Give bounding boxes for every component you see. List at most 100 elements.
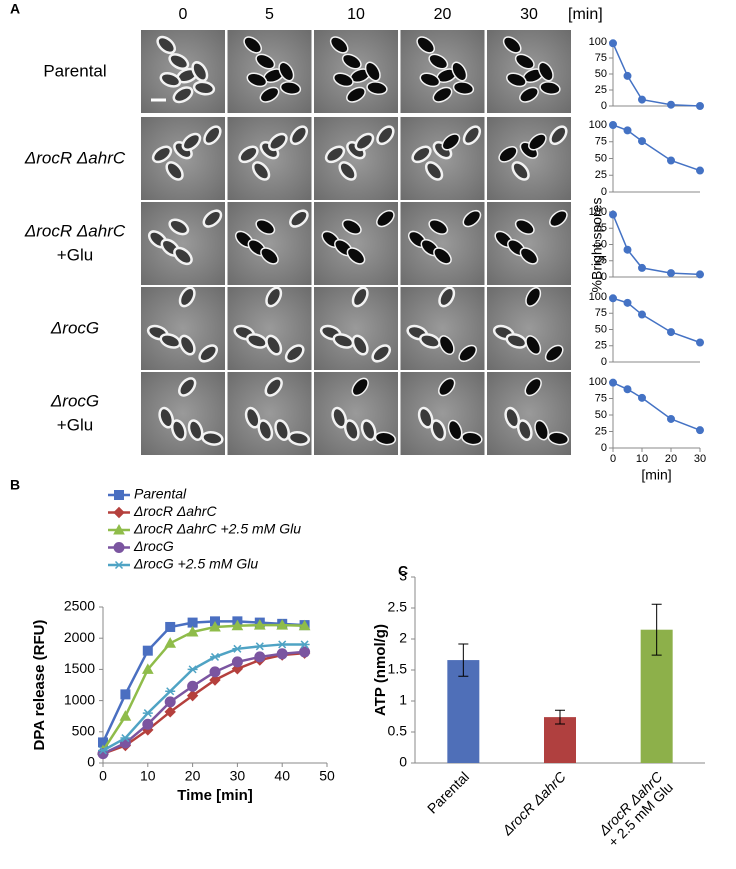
spore (438, 286, 456, 308)
legend-label: Parental (134, 486, 187, 502)
spore (255, 53, 276, 70)
spore (168, 218, 190, 236)
marker (276, 648, 288, 660)
spore (338, 161, 357, 181)
marker (254, 642, 265, 651)
y-tick-label: 0.5 (388, 723, 408, 739)
marker (210, 652, 220, 661)
marker (696, 270, 704, 279)
marker (114, 560, 124, 570)
marker (165, 687, 176, 696)
strain-label: ΔrocR ΔahrC (24, 221, 126, 240)
spore (539, 81, 561, 96)
spore (168, 53, 190, 71)
spore (511, 161, 530, 181)
marker (667, 269, 675, 278)
y-tick-label: 100 (589, 119, 607, 131)
spore (265, 286, 283, 308)
y-tick-label: 2 (399, 630, 407, 646)
spore (159, 71, 182, 88)
marker (696, 102, 704, 110)
y-tick-label: 75 (595, 222, 607, 234)
time-label: 0 (179, 6, 188, 23)
spore (516, 419, 533, 441)
spore (289, 125, 309, 146)
spore (278, 61, 295, 82)
marker (667, 414, 675, 423)
marker (638, 263, 646, 272)
legend-label: ΔrocG +2.5 mM Glu (133, 556, 258, 572)
spore (525, 335, 542, 356)
y-tick-label: 1 (399, 692, 407, 708)
spore (458, 344, 478, 363)
y-tick-label: 100 (589, 206, 607, 218)
marker (667, 156, 675, 165)
spore (351, 286, 369, 308)
marker (623, 385, 632, 394)
spore (504, 406, 521, 429)
spore (172, 86, 194, 104)
spore (287, 430, 311, 446)
spore (374, 431, 397, 446)
spore (376, 209, 395, 228)
strain-label: +Glu (57, 415, 93, 434)
spore (428, 218, 449, 235)
line (101, 620, 305, 743)
spore (544, 344, 564, 363)
spore (279, 81, 302, 96)
x-tick-label: 10 (140, 768, 156, 784)
marker (186, 689, 199, 702)
marker (609, 210, 617, 219)
y-tick-label: 25 (595, 169, 607, 181)
bar (447, 660, 480, 763)
marker (120, 734, 131, 743)
time-label: 20 (434, 6, 452, 23)
line (612, 214, 701, 276)
spore (419, 72, 441, 88)
spore (438, 377, 456, 397)
marker (164, 706, 176, 718)
spore (537, 61, 554, 82)
marker (231, 619, 244, 631)
spore (324, 145, 346, 164)
spore (201, 430, 224, 446)
spore (462, 125, 482, 146)
spore (165, 161, 184, 181)
x-tick-label: Parental (424, 768, 472, 816)
marker (623, 126, 632, 135)
spore (333, 72, 354, 88)
marker (623, 298, 632, 307)
marker (609, 378, 617, 387)
line (102, 643, 305, 752)
spore (549, 209, 568, 228)
marker (696, 426, 704, 435)
marker (609, 121, 617, 129)
legend-label: ΔrocG (133, 538, 174, 554)
y-tick-label: 500 (72, 723, 96, 739)
spore (238, 145, 259, 164)
marker (164, 696, 176, 708)
spore (417, 406, 434, 429)
spore (243, 36, 263, 54)
y-tick-label: 75 (595, 392, 607, 404)
marker (120, 689, 131, 700)
spore (433, 247, 452, 265)
spore (351, 334, 369, 356)
x-tick-label: 30 (230, 768, 246, 784)
spore (257, 419, 274, 441)
marker (119, 710, 132, 721)
line (102, 651, 305, 755)
spore (451, 61, 468, 82)
marker (98, 746, 108, 755)
spore (366, 81, 388, 96)
y-tick-label: 25 (595, 425, 607, 437)
x-axis-label: [min] (641, 467, 671, 483)
spore (202, 209, 223, 228)
x-tick-label: ΔrocR ΔahrC (498, 768, 569, 839)
spore (547, 431, 570, 446)
marker (113, 506, 125, 519)
marker (186, 625, 199, 637)
spore (331, 406, 348, 429)
